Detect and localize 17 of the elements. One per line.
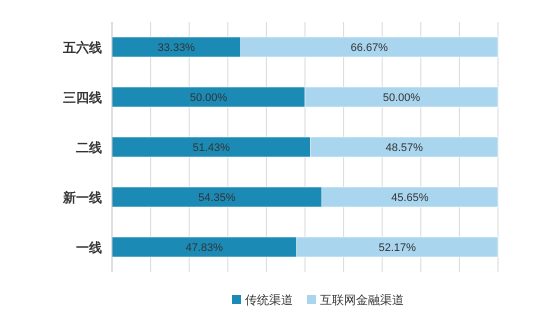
data-label: 51.43% — [192, 142, 230, 154]
data-label: 54.35% — [198, 192, 236, 204]
data-label: 66.67% — [350, 42, 388, 54]
data-label: 48.57% — [386, 142, 424, 154]
data-label: 50.00% — [190, 92, 228, 104]
y-tick-label: 新一线 — [62, 190, 102, 205]
y-tick-label: 二线 — [76, 140, 102, 155]
data-label: 50.00% — [382, 92, 420, 104]
data-label: 45.65% — [391, 192, 429, 204]
y-tick-label: 一线 — [76, 240, 102, 255]
legend-label: 互联网金融渠道 — [320, 293, 404, 307]
legend-label: 传统渠道 — [245, 293, 293, 307]
data-label: 47.83% — [186, 242, 224, 254]
y-tick-label: 五六线 — [62, 40, 102, 55]
data-label: 33.33% — [158, 42, 196, 54]
data-label: 52.17% — [378, 242, 416, 254]
y-tick-label: 三四线 — [63, 90, 102, 105]
